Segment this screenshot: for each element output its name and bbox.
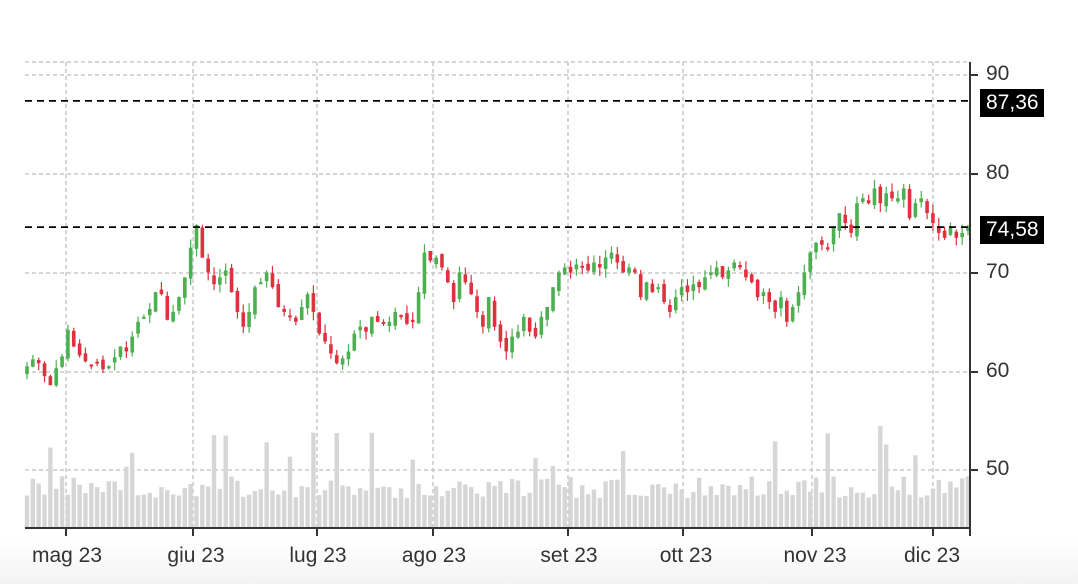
y-label-50: 50 (986, 457, 1010, 480)
volume-bars (24, 425, 971, 528)
x-label-jun: giu 23 (167, 544, 225, 567)
y-label-90: 90 (986, 62, 1010, 85)
candlesticks (25, 179, 970, 388)
axes (25, 62, 978, 536)
price-tag-lower: 74,58 (980, 216, 1044, 244)
x-label-dec: dic 23 (903, 544, 961, 567)
y-label-80: 80 (986, 161, 1010, 184)
x-label-sep: set 23 (540, 544, 598, 567)
x-label-may: mag 23 (31, 544, 103, 567)
y-label-70: 70 (986, 260, 1010, 283)
price-tag-upper: 87,36 (980, 89, 1044, 117)
x-label-aug: ago 23 (401, 544, 467, 567)
x-label-jul: lug 23 (289, 544, 347, 567)
x-label-oct: ott 23 (659, 544, 713, 567)
y-label-60: 60 (986, 359, 1010, 382)
grid-lines (25, 61, 970, 528)
x-label-nov: nov 23 (783, 544, 847, 567)
reference-lines (25, 99, 970, 229)
